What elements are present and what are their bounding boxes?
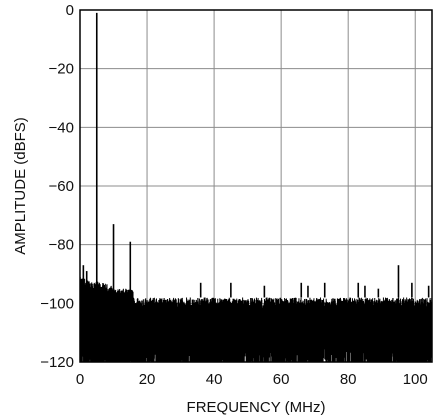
x-tick-label: 40 <box>206 371 223 388</box>
plot-frame <box>79 9 433 363</box>
y-tick-label: −120 <box>40 354 74 371</box>
x-tick-label: 80 <box>340 371 357 388</box>
y-tick-label: −40 <box>49 119 74 136</box>
x-tick-label: 60 <box>273 371 290 388</box>
noise-floor <box>79 277 433 363</box>
y-tick-label: −60 <box>49 178 74 195</box>
x-tick-label: 20 <box>139 371 156 388</box>
y-tick-label: −100 <box>40 295 74 312</box>
x-tick-label: 100 <box>403 371 428 388</box>
y-tick-label: 0 <box>66 2 74 19</box>
y-axis-label: AMPLITUDE (dBFS) <box>12 117 29 255</box>
x-axis-ticks: 0 20 40 60 80 100 <box>76 371 428 388</box>
x-axis-label: FREQUENCY (MHz) <box>187 399 326 416</box>
y-axis-ticks: 0 −20 −40 −60 −80 −100 −120 <box>40 2 74 371</box>
x-tick-label: 0 <box>76 371 84 388</box>
y-tick-label: −20 <box>49 61 74 78</box>
plot-area <box>79 12 433 363</box>
y-tick-label: −80 <box>49 237 74 254</box>
